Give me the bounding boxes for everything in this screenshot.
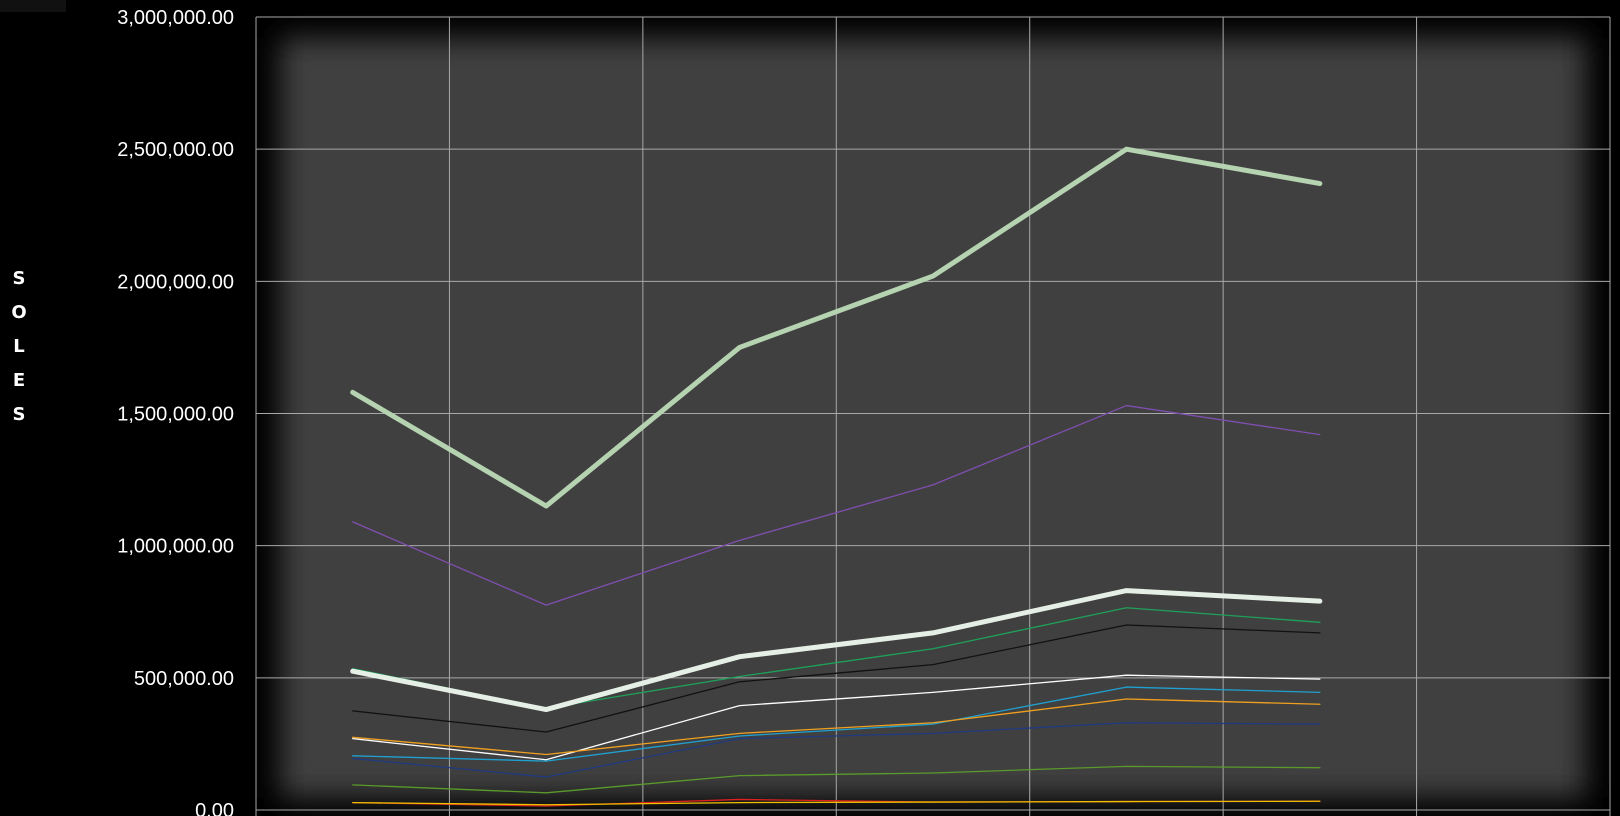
- series-lines: [350, 146, 1323, 807]
- gridlines: [255, 16, 1611, 816]
- series-line-7: [352, 686, 1321, 762]
- y-tick-label: 3,000,000.00: [117, 7, 234, 29]
- y-tick-label: 500,000.00: [134, 668, 234, 690]
- y-axis-label-letter: S: [12, 404, 26, 425]
- y-axis-label-letter: E: [12, 370, 26, 391]
- y-tick-label: 1,000,000.00: [117, 536, 234, 558]
- series-line-9: [352, 722, 1321, 778]
- y-axis-label-letter: S: [12, 268, 26, 289]
- series-line-6: [352, 674, 1321, 761]
- y-axis-label-letter: L: [13, 336, 25, 357]
- y-tick-label: 2,500,000.00: [117, 139, 234, 161]
- series-line-8: [352, 698, 1321, 756]
- series-line-5: [352, 624, 1321, 733]
- series-line-3: [350, 588, 1323, 713]
- y-tick-labels: 0.00 500,000.00 1,000,000.00 1,500,000.00 2,…: [117, 7, 234, 816]
- plot-area-inner: [280, 38, 1586, 798]
- corner-tab: [0, 0, 66, 12]
- series-line-12: [352, 800, 1321, 806]
- y-tick-label: 2,000,000.00: [117, 271, 234, 293]
- y-axis-label-letter: O: [11, 302, 27, 323]
- series-line-2: [352, 404, 1321, 606]
- series-line-1: [350, 146, 1323, 509]
- series-line-10: [352, 765, 1321, 794]
- y-tick-label: 0.00: [195, 800, 234, 816]
- y-tick-label: 1,500,000.00: [117, 404, 234, 426]
